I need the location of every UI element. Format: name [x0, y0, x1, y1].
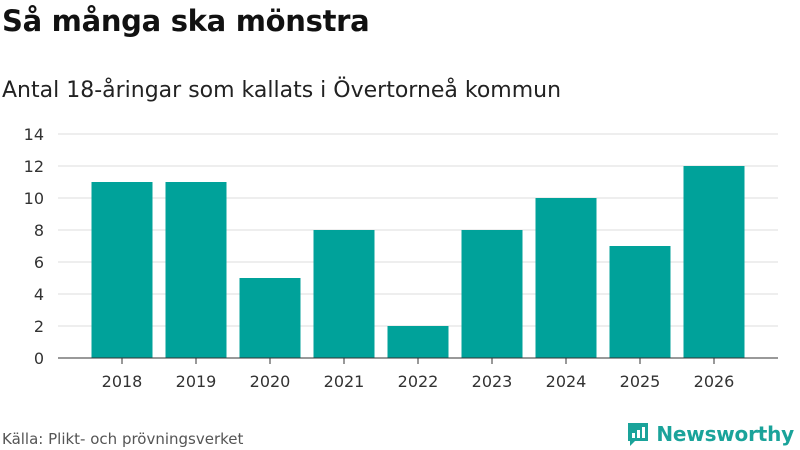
x-tick-label: 2026 — [694, 372, 735, 391]
newsworthy-logo-icon — [628, 423, 649, 446]
bar-2022 — [387, 326, 449, 358]
bar-2019 — [165, 182, 227, 358]
x-tick-label: 2020 — [250, 372, 291, 391]
bar-2025 — [609, 246, 671, 358]
y-tick-label: 0 — [34, 349, 44, 368]
y-tick-label: 6 — [34, 253, 44, 272]
chart-title: Så många ska mönstra — [2, 4, 370, 38]
chart-subtitle: Antal 18-åringar som kallats i Övertorne… — [2, 78, 562, 103]
x-tick-label: 2023 — [472, 372, 513, 391]
brand-name: Newsworthy — [656, 422, 794, 446]
x-tick-label: 2018 — [102, 372, 143, 391]
source-note: Källa: Plikt- och prövningsverket — [2, 430, 244, 448]
y-tick-label: 14 — [24, 125, 44, 144]
brand-logo: Newsworthy — [626, 420, 794, 448]
x-tick-label: 2021 — [324, 372, 365, 391]
y-tick-label: 2 — [34, 317, 44, 336]
y-tick-label: 8 — [34, 221, 44, 240]
y-tick-label: 12 — [24, 157, 44, 176]
bar-2024 — [535, 198, 597, 358]
y-tick-label: 4 — [34, 285, 44, 304]
bar-2018 — [91, 182, 153, 358]
bar-2023 — [461, 230, 523, 358]
bar-chart: 0 2 4 6 8 10 12 14 2018 2019 2020 2021 2022 2023 2024 2… — [24, 125, 778, 391]
x-tick-label: 2025 — [620, 372, 661, 391]
y-tick-label: 10 — [24, 189, 44, 208]
bar-2020 — [239, 278, 301, 358]
x-tick-label: 2019 — [176, 372, 217, 391]
x-tick-label: 2022 — [398, 372, 439, 391]
bar-2021 — [313, 230, 375, 358]
x-tick-label: 2024 — [546, 372, 587, 391]
bar-2026 — [683, 166, 745, 358]
